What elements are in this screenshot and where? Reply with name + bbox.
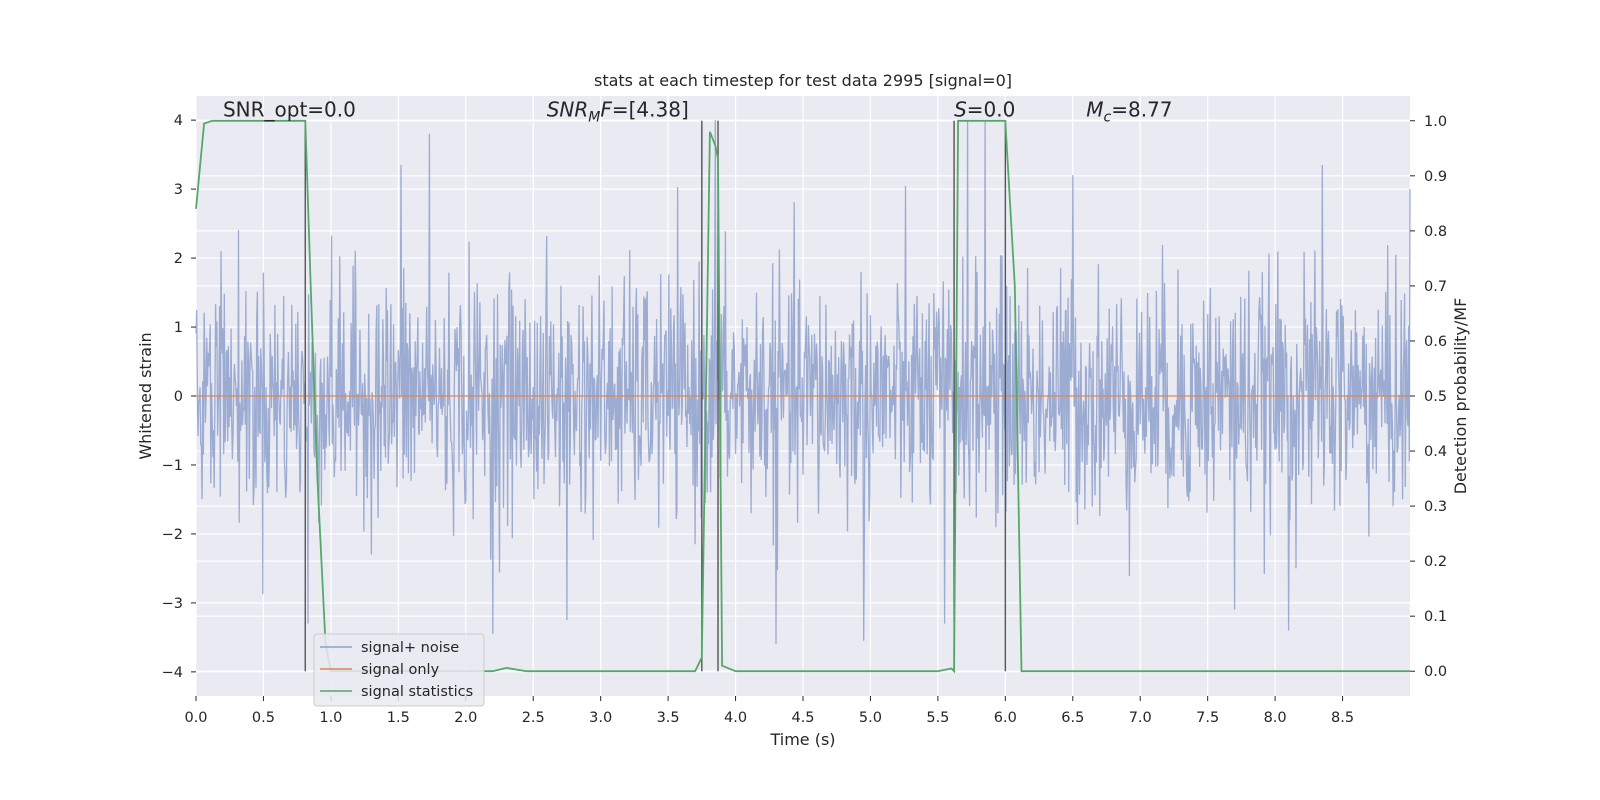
y2-tick-label-10: 1.0 (1424, 114, 1447, 130)
annotations: SNR_opt=0.0 SNRMF=[4.38] S=0.0 Mc=8.77 (223, 98, 1173, 126)
x-tick-label-9: 4.5 (791, 710, 814, 726)
y2-tick-label-7: 0.7 (1424, 279, 1447, 295)
x-tick-label-12: 6.0 (994, 710, 1017, 726)
y-tick-label-7: 3 (174, 182, 183, 198)
y2-tick-label-5: 0.5 (1424, 389, 1447, 405)
y2-tick-label-9: 0.9 (1424, 169, 1447, 185)
x-tick-label-17: 8.5 (1331, 710, 1354, 726)
ticks: 0.0 0.5 1.0 1.5 2.0 2.5 3.0 3.5 4.0 4.5 5.0 5.5 6.0 6… (162, 113, 1447, 726)
y-tick-label-6: 2 (174, 251, 183, 267)
y-tick-label-8: 4 (174, 113, 183, 129)
x-tick-label-2: 1.0 (319, 710, 342, 726)
y2-tick-label-6: 0.6 (1424, 334, 1447, 350)
x-tick-label-13: 6.5 (1061, 710, 1084, 726)
annotation-0: SNR_opt=0.0 (223, 98, 356, 122)
legend-label-signal-statistics: signal statistics (361, 684, 473, 700)
annotation-1: SNRMF=[4.38] (547, 98, 689, 126)
series-line-signal-noise (195, 120, 1411, 645)
y2-tick-label-3: 0.3 (1424, 499, 1447, 515)
x-tick-label-16: 8.0 (1264, 710, 1287, 726)
x-tick-label-15: 7.5 (1196, 710, 1219, 726)
legend: signal+ noise signal only signal statist… (313, 633, 485, 707)
y-tick-label-4: 0 (174, 389, 183, 405)
x-tick-label-10: 5.0 (859, 710, 882, 726)
y-tick-label-3: −1 (162, 458, 183, 474)
series-signal-noise (195, 120, 1411, 645)
legend-box (313, 633, 485, 707)
series-signal-statistics (195, 119, 1410, 674)
chart-title: stats at each timestep for test data 299… (594, 71, 1012, 90)
y-tick-label-0: −4 (162, 665, 183, 681)
y-tick-label-2: −2 (162, 527, 183, 543)
x-tick-label-7: 3.5 (657, 710, 680, 726)
series-line-signal-statistics (195, 119, 1410, 674)
x-tick-label-4: 2.0 (454, 710, 477, 726)
y-axis-label: Whitened strain (136, 332, 155, 459)
y-tick-label-1: −3 (162, 596, 183, 612)
legend-label-signal-only: signal only (361, 662, 440, 678)
x-tick-label-0: 0.0 (184, 710, 207, 726)
annotation-3: Mc=8.77 (1086, 98, 1172, 126)
x-tick-label-11: 5.5 (926, 710, 949, 726)
x-tick-label-6: 3.0 (589, 710, 612, 726)
y-tick-label-5: 1 (174, 320, 183, 336)
x-tick-label-1: 0.5 (252, 710, 275, 726)
y2-tick-label-2: 0.2 (1424, 554, 1447, 570)
y2-tick-label-1: 0.1 (1424, 609, 1447, 625)
x-tick-label-3: 1.5 (387, 710, 410, 726)
x-tick-label-8: 4.0 (724, 710, 747, 726)
x-tick-label-14: 7.0 (1129, 710, 1152, 726)
x-axis-label: Time (s) (769, 730, 835, 749)
y2-axis-label: Detection probability/MF (1451, 298, 1470, 495)
x-tick-label-5: 2.5 (522, 710, 545, 726)
y2-tick-label-8: 0.8 (1424, 224, 1447, 240)
annotation-2: S=0.0 (954, 98, 1015, 122)
y2-tick-label-4: 0.4 (1424, 444, 1447, 460)
y2-tick-label-0: 0.0 (1424, 664, 1447, 680)
legend-label-signal-noise: signal+ noise (361, 640, 459, 656)
